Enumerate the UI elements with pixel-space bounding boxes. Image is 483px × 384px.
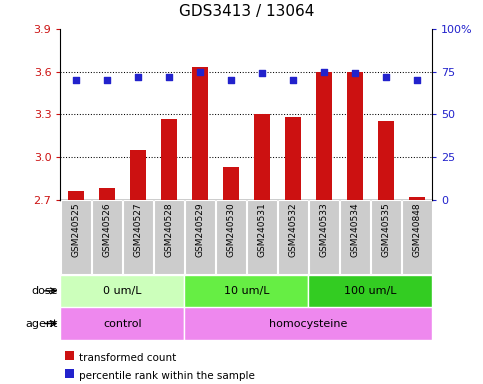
Bar bbox=[316, 71, 331, 200]
Text: percentile rank within the sample: percentile rank within the sample bbox=[79, 371, 255, 381]
Bar bbox=[378, 121, 394, 200]
Bar bbox=[154, 200, 184, 274]
Text: control: control bbox=[103, 318, 142, 329]
Point bbox=[196, 68, 204, 74]
Text: GSM240530: GSM240530 bbox=[227, 202, 235, 257]
Text: agent: agent bbox=[26, 318, 58, 329]
Bar bbox=[370, 200, 401, 274]
Bar bbox=[123, 200, 153, 274]
Bar bbox=[223, 167, 239, 200]
Text: GSM240526: GSM240526 bbox=[102, 202, 112, 257]
Bar bbox=[247, 200, 277, 274]
Text: GSM240848: GSM240848 bbox=[412, 202, 421, 257]
Bar bbox=[92, 200, 122, 274]
Point bbox=[227, 77, 235, 83]
Bar bbox=[61, 200, 91, 274]
Text: GDS3413 / 13064: GDS3413 / 13064 bbox=[179, 4, 314, 19]
Bar bbox=[60, 275, 185, 307]
Bar bbox=[99, 188, 114, 200]
Point bbox=[320, 68, 327, 74]
Point bbox=[72, 77, 80, 83]
Bar bbox=[285, 117, 300, 200]
Text: transformed count: transformed count bbox=[79, 353, 176, 363]
Text: GSM240531: GSM240531 bbox=[257, 202, 266, 257]
Text: dose: dose bbox=[31, 286, 58, 296]
Point bbox=[103, 77, 111, 83]
Point bbox=[258, 70, 266, 76]
Point bbox=[413, 77, 421, 83]
Bar bbox=[254, 114, 270, 200]
Text: GSM240529: GSM240529 bbox=[195, 202, 204, 257]
Point bbox=[289, 77, 297, 83]
Text: homocysteine: homocysteine bbox=[269, 318, 347, 329]
Bar bbox=[192, 67, 208, 200]
Bar bbox=[401, 200, 432, 274]
Bar bbox=[161, 119, 177, 200]
Text: 100 um/L: 100 um/L bbox=[344, 286, 397, 296]
Text: GSM240534: GSM240534 bbox=[350, 202, 359, 257]
Bar bbox=[278, 200, 308, 274]
Bar bbox=[185, 200, 215, 274]
Text: GSM240525: GSM240525 bbox=[71, 202, 80, 257]
Bar bbox=[309, 200, 339, 274]
Point bbox=[165, 74, 173, 80]
Bar bbox=[409, 197, 425, 200]
Bar bbox=[130, 150, 145, 200]
Point bbox=[351, 70, 359, 76]
Text: GSM240527: GSM240527 bbox=[133, 202, 142, 257]
Bar bbox=[60, 307, 185, 340]
Text: GSM240535: GSM240535 bbox=[381, 202, 390, 257]
Bar bbox=[185, 307, 432, 340]
Bar bbox=[215, 200, 246, 274]
Bar bbox=[347, 71, 363, 200]
Bar bbox=[340, 200, 370, 274]
Text: 0 um/L: 0 um/L bbox=[103, 286, 142, 296]
Bar bbox=[185, 275, 308, 307]
Bar bbox=[308, 275, 432, 307]
Text: 10 um/L: 10 um/L bbox=[224, 286, 269, 296]
Point bbox=[134, 74, 142, 80]
Text: GSM240528: GSM240528 bbox=[164, 202, 173, 257]
Point bbox=[382, 74, 390, 80]
Bar bbox=[68, 191, 84, 200]
Text: GSM240532: GSM240532 bbox=[288, 202, 298, 257]
Text: GSM240533: GSM240533 bbox=[319, 202, 328, 257]
